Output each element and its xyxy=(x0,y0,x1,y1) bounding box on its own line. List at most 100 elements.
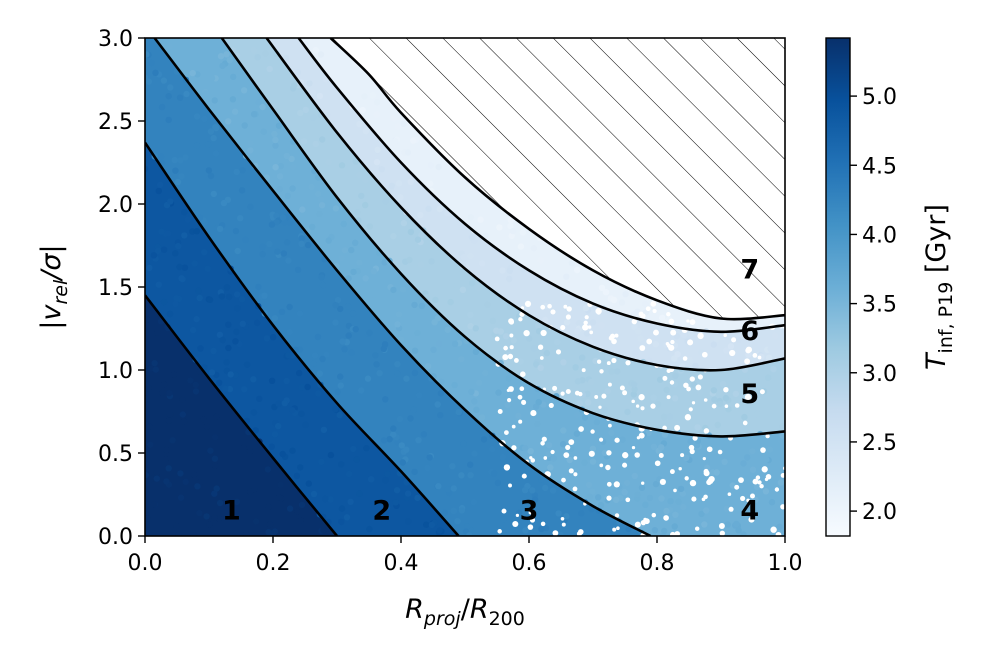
sample-point xyxy=(154,247,162,254)
sample-point xyxy=(392,138,399,145)
sample-point xyxy=(283,377,290,385)
sample-point xyxy=(472,348,480,355)
sample-point xyxy=(411,369,419,377)
gap-speck xyxy=(703,428,710,434)
sample-point xyxy=(671,395,679,402)
gap-speck xyxy=(606,361,611,366)
sample-point xyxy=(261,292,268,299)
gap-speck xyxy=(560,391,565,396)
sample-point xyxy=(476,379,483,386)
sample-point xyxy=(247,147,254,154)
gap-speck xyxy=(697,332,704,340)
sample-point xyxy=(460,440,467,447)
sample-point xyxy=(172,300,179,307)
sample-point xyxy=(469,280,476,287)
region-label-7: 7 xyxy=(740,255,759,286)
sample-point xyxy=(654,401,662,408)
sample-point xyxy=(425,205,432,212)
gap-speck xyxy=(573,456,578,460)
sample-point xyxy=(764,374,772,381)
gap-speck xyxy=(550,449,555,455)
sample-point xyxy=(687,438,694,445)
sample-point xyxy=(310,360,317,367)
x-tick-label: 0.2 xyxy=(256,551,291,576)
sample-point xyxy=(242,531,250,536)
sample-point xyxy=(226,385,234,393)
sample-point xyxy=(589,445,597,452)
sample-point xyxy=(279,450,286,458)
sample-point xyxy=(770,366,777,373)
region-label-3: 3 xyxy=(520,495,539,526)
sample-point xyxy=(652,480,660,488)
sample-point xyxy=(283,54,290,62)
gap-speck xyxy=(566,306,572,312)
sample-point xyxy=(207,172,215,180)
gap-speck xyxy=(711,403,717,409)
sample-point xyxy=(581,414,589,421)
sample-point xyxy=(656,376,664,383)
sample-point xyxy=(418,302,426,310)
sample-point xyxy=(766,446,774,453)
sample-point xyxy=(541,316,549,324)
x-label-den-sub: 200 xyxy=(489,608,525,630)
gap-speck xyxy=(706,479,712,486)
sample-point xyxy=(356,490,363,497)
sample-point xyxy=(530,244,538,252)
sample-point xyxy=(205,167,213,174)
sample-point xyxy=(762,488,770,495)
sample-point xyxy=(310,490,318,498)
gap-speck xyxy=(662,425,667,431)
sample-point xyxy=(373,158,381,166)
sample-point xyxy=(318,202,326,209)
sample-point xyxy=(272,142,279,149)
sample-point xyxy=(166,411,174,418)
sample-point xyxy=(589,458,597,465)
sample-point xyxy=(661,527,668,535)
gap-speck xyxy=(669,380,675,385)
sample-point xyxy=(238,187,246,194)
region-label-1: 1 xyxy=(222,495,241,526)
sample-point xyxy=(272,136,279,144)
sample-point xyxy=(573,430,581,437)
sample-point xyxy=(270,334,277,341)
sample-point xyxy=(154,329,161,336)
sample-point xyxy=(411,347,419,354)
sample-point xyxy=(382,198,389,205)
gap-speck xyxy=(561,522,566,527)
sample-point xyxy=(680,331,687,338)
sample-point xyxy=(394,370,401,377)
sample-point xyxy=(768,499,776,506)
sample-point xyxy=(608,429,615,437)
gap-speck xyxy=(599,437,604,442)
sample-point xyxy=(145,515,151,522)
sample-point xyxy=(218,293,226,300)
gap-speck xyxy=(689,319,696,325)
sample-point xyxy=(527,447,534,455)
gap-speck xyxy=(638,432,645,439)
sample-point xyxy=(285,352,292,359)
y-label-mid: /σ xyxy=(36,253,67,282)
sample-point xyxy=(677,485,685,493)
sample-point xyxy=(289,407,296,414)
sample-point xyxy=(595,494,602,501)
gap-speck xyxy=(631,399,635,404)
x-tick-label: 0.4 xyxy=(384,551,419,576)
gap-speck xyxy=(572,486,578,492)
gap-speck xyxy=(668,318,675,325)
gap-speck xyxy=(540,441,545,446)
sample-point xyxy=(312,140,319,148)
sample-point xyxy=(547,275,555,283)
sample-point xyxy=(390,115,397,122)
colorbar-tick-label: 4.5 xyxy=(862,154,897,179)
gap-speck xyxy=(646,338,653,345)
sample-point xyxy=(517,243,525,250)
sample-point xyxy=(366,223,374,230)
sample-point xyxy=(478,414,486,421)
gap-speck xyxy=(654,460,661,467)
sample-point xyxy=(298,501,306,508)
sample-point xyxy=(356,171,363,179)
sample-point xyxy=(212,124,219,131)
sample-point xyxy=(232,371,239,379)
gap-speck xyxy=(598,405,602,409)
sample-point xyxy=(444,326,451,334)
